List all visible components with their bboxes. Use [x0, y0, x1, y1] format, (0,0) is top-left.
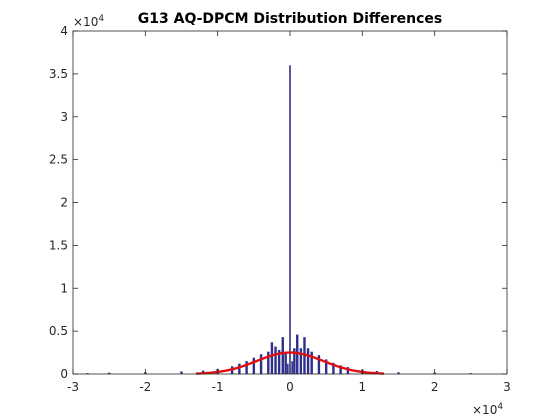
y-tick-label: 2.5 [49, 153, 68, 167]
x-tick-label: 3 [503, 380, 511, 394]
x-tick-label: -1 [212, 380, 224, 394]
x-tick-label: 1 [359, 380, 367, 394]
histogram-bar [296, 334, 299, 374]
y-tick-label: 4 [60, 24, 68, 38]
x-exponent-base: ×10 [472, 403, 497, 417]
y-tick-label: 2 [60, 196, 68, 210]
histogram-bar [306, 348, 310, 374]
histogram-bar [274, 346, 277, 374]
x-tick-label: -3 [67, 380, 79, 394]
y-tick-label: 3.5 [49, 67, 68, 81]
y-exponent-power: 4 [98, 14, 104, 24]
x-tick-label: 0 [286, 380, 294, 394]
histogram-bar [346, 367, 350, 374]
histogram-bar [317, 355, 321, 374]
y-tick-label: 1 [60, 281, 68, 295]
histogram-bar [270, 342, 274, 374]
gaussian-fit-curve [195, 351, 385, 375]
histogram-bar [310, 351, 313, 374]
histogram-bar [293, 348, 296, 374]
x-tick-label: -2 [139, 380, 151, 394]
histogram-bar [267, 351, 270, 374]
x-tick-label: 2 [431, 380, 439, 394]
y-tick-label: 3 [60, 110, 68, 124]
histogram-bar [299, 348, 303, 374]
histogram-bar [281, 337, 284, 374]
histogram-bar [289, 65, 291, 375]
histogram-bar [238, 363, 241, 374]
histogram-bar [291, 361, 293, 374]
y-tick-label: 0.5 [49, 324, 68, 338]
x-axis-exponent: ×104 [472, 402, 503, 417]
y-tick-label: 0 [60, 367, 68, 381]
histogram-bar [397, 372, 400, 374]
histogram-bar [107, 372, 111, 374]
histogram-bar [469, 373, 473, 374]
x-exponent-power: 4 [497, 402, 503, 412]
histogram-bar [332, 362, 335, 374]
y-axis: 0 0.5 1 1.5 2 2.5 3 3.5 4 [49, 24, 507, 381]
histogram-bar [284, 352, 287, 374]
chart-title: G13 AQ-DPCM Distribution Differences [138, 11, 442, 27]
histogram-bar [339, 365, 342, 374]
histogram-bar [252, 357, 256, 374]
histogram-bar [324, 359, 328, 374]
y-tick-label: 1.5 [49, 238, 68, 252]
y-exponent-base: ×10 [73, 15, 98, 29]
histogram-bar [180, 371, 183, 374]
y-axis-exponent: ×104 [73, 14, 104, 29]
histogram-bar [277, 349, 281, 374]
histogram-bar [245, 361, 248, 374]
histogram-bar [86, 373, 89, 374]
histogram-bar [287, 363, 289, 374]
x-axis: -3 -2 -1 0 1 2 3 [67, 31, 511, 394]
histogram-bar [259, 354, 263, 374]
